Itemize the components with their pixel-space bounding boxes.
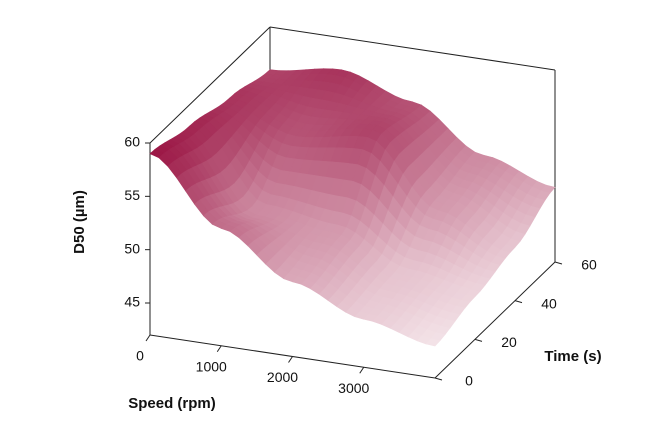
x-tick — [216, 345, 222, 353]
y-tick-label: 20 — [501, 334, 517, 350]
x-axis-label: Speed (rpm) — [128, 395, 216, 412]
z-tick-label: 45 — [124, 294, 140, 310]
y-tick — [514, 300, 523, 304]
y-tick-label: 0 — [465, 373, 473, 389]
x-tick-label: 3000 — [338, 380, 369, 396]
x-tick-label: 0 — [136, 348, 144, 364]
y-tick — [474, 338, 483, 342]
box-edge — [149, 26, 271, 144]
y-tick-label: 40 — [541, 295, 557, 311]
x-tick-label: 2000 — [267, 369, 298, 385]
z-tick-label: 55 — [124, 187, 140, 203]
x-tick — [145, 334, 151, 342]
y-axis-label: Time (s) — [544, 348, 601, 365]
z-axis-label: D50 (µm) — [71, 190, 88, 254]
x-tick — [359, 366, 365, 374]
x-tick — [288, 356, 293, 363]
y-tick — [434, 377, 443, 381]
z-tick-label: 60 — [124, 134, 140, 150]
z-tick-label: 50 — [124, 240, 140, 256]
x-tick-label: 1000 — [196, 358, 227, 374]
surface-patch — [425, 338, 441, 347]
box-edge — [269, 26, 556, 71]
y-tick-label: 60 — [581, 257, 597, 273]
box-edge — [434, 261, 556, 379]
y-tick — [554, 261, 563, 265]
